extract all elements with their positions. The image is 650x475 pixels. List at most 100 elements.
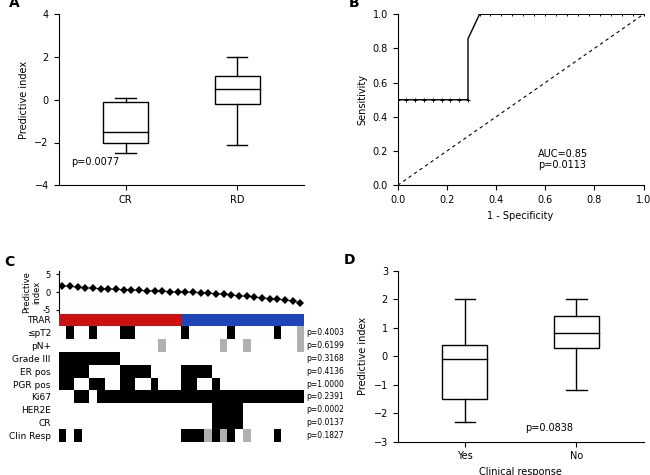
Bar xyxy=(289,390,296,403)
Bar xyxy=(105,352,112,365)
Bar xyxy=(243,378,250,390)
Bar xyxy=(289,416,296,429)
Bar xyxy=(120,314,127,326)
Bar xyxy=(258,339,266,352)
Bar xyxy=(135,429,143,442)
Bar xyxy=(205,416,212,429)
Text: p=0.4003: p=0.4003 xyxy=(307,328,345,337)
Bar xyxy=(266,314,274,326)
Bar xyxy=(166,326,174,339)
Bar xyxy=(443,345,487,399)
Bar xyxy=(197,314,205,326)
Bar xyxy=(205,314,212,326)
Bar xyxy=(58,429,66,442)
Bar xyxy=(197,429,205,442)
Bar xyxy=(66,378,74,390)
Bar xyxy=(266,416,274,429)
Bar xyxy=(89,352,97,365)
Bar xyxy=(120,416,127,429)
Bar xyxy=(135,378,143,390)
Bar xyxy=(97,326,105,339)
Bar xyxy=(159,339,166,352)
Bar xyxy=(266,403,274,416)
Bar xyxy=(281,326,289,339)
Bar xyxy=(250,390,258,403)
Bar xyxy=(174,390,181,403)
Bar xyxy=(151,365,159,378)
Bar xyxy=(296,339,304,352)
Bar xyxy=(120,365,127,378)
Bar xyxy=(174,326,181,339)
Bar xyxy=(174,429,181,442)
Bar xyxy=(166,314,174,326)
Bar xyxy=(166,403,174,416)
Bar xyxy=(258,378,266,390)
Bar xyxy=(143,326,151,339)
Bar xyxy=(166,378,174,390)
Bar xyxy=(220,403,228,416)
Bar xyxy=(174,352,181,365)
Bar xyxy=(112,416,120,429)
Bar xyxy=(289,352,296,365)
Bar xyxy=(166,365,174,378)
Bar xyxy=(296,378,304,390)
Bar xyxy=(127,429,135,442)
Bar xyxy=(166,352,174,365)
Text: A: A xyxy=(9,0,20,10)
Bar xyxy=(289,339,296,352)
Bar xyxy=(159,314,166,326)
Bar xyxy=(227,314,235,326)
Bar xyxy=(243,326,250,339)
Bar xyxy=(220,378,228,390)
Bar xyxy=(281,352,289,365)
Bar xyxy=(181,378,189,390)
Bar xyxy=(212,339,220,352)
Bar xyxy=(105,390,112,403)
Bar xyxy=(66,403,74,416)
Bar xyxy=(105,378,112,390)
Bar xyxy=(120,352,127,365)
Bar xyxy=(151,314,159,326)
Bar xyxy=(135,326,143,339)
Text: D: D xyxy=(344,253,355,267)
Bar xyxy=(274,352,281,365)
Bar xyxy=(89,326,97,339)
Bar xyxy=(189,365,197,378)
Bar xyxy=(89,378,97,390)
Bar xyxy=(212,352,220,365)
Bar xyxy=(212,416,220,429)
Bar xyxy=(103,102,148,142)
Bar xyxy=(227,390,235,403)
Bar xyxy=(89,403,97,416)
Bar xyxy=(281,365,289,378)
Bar xyxy=(205,326,212,339)
Bar xyxy=(166,390,174,403)
Bar xyxy=(220,326,228,339)
Bar xyxy=(151,352,159,365)
Bar xyxy=(105,403,112,416)
Bar xyxy=(212,365,220,378)
Bar xyxy=(274,314,281,326)
Bar xyxy=(205,365,212,378)
Bar xyxy=(205,390,212,403)
Bar xyxy=(89,314,97,326)
Bar xyxy=(235,352,243,365)
Text: p=0.0077: p=0.0077 xyxy=(71,157,119,167)
Bar xyxy=(120,429,127,442)
Bar xyxy=(97,339,105,352)
Bar xyxy=(289,378,296,390)
Bar xyxy=(281,378,289,390)
Bar xyxy=(227,326,235,339)
Bar xyxy=(289,326,296,339)
Text: p=0.3168: p=0.3168 xyxy=(307,354,345,363)
Bar xyxy=(281,339,289,352)
Bar xyxy=(58,416,66,429)
Bar xyxy=(58,339,66,352)
Bar xyxy=(66,314,74,326)
Bar xyxy=(181,314,189,326)
Bar xyxy=(227,429,235,442)
Bar xyxy=(174,378,181,390)
Bar xyxy=(197,416,205,429)
Bar xyxy=(212,326,220,339)
Bar xyxy=(66,352,74,365)
